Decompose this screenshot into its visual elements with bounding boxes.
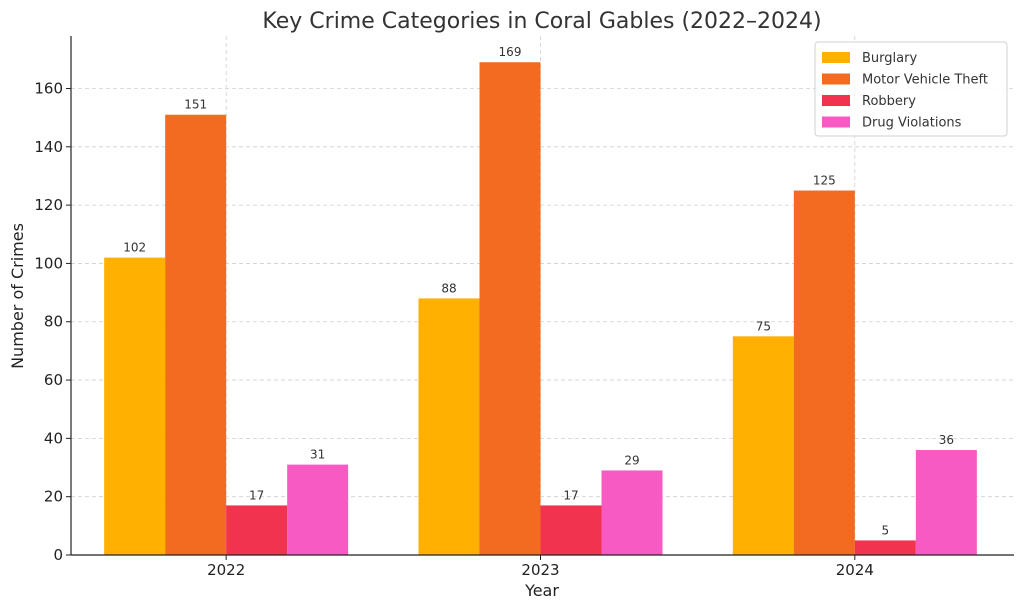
- x-tick-label: 2023: [521, 561, 559, 579]
- data-label-drug-violations-2023: 29: [624, 453, 639, 467]
- legend-label-robbery: Robbery: [862, 94, 916, 109]
- y-axis-title: Number of Crimes: [8, 223, 27, 369]
- data-label-robbery-2023: 17: [563, 488, 578, 502]
- data-label-robbery-2022: 17: [249, 488, 264, 502]
- data-label-motor-vehicle-theft-2023: 169: [499, 45, 522, 59]
- legend-label-drug-violations: Drug Violations: [862, 116, 962, 131]
- bar-drug-violations-2023: [601, 470, 663, 555]
- y-tick-label: 0: [53, 546, 63, 564]
- bar-robbery-2023: [540, 505, 602, 555]
- data-label-motor-vehicle-theft-2024: 125: [813, 174, 836, 188]
- legend-swatch-robbery: [822, 95, 850, 106]
- legend-swatch-burglary: [822, 52, 850, 63]
- chart-title: Key Crime Categories in Coral Gables (20…: [262, 9, 821, 34]
- legend-label-burglary: Burglary: [862, 51, 917, 66]
- data-label-robbery-2024: 5: [882, 523, 890, 537]
- legend-box: [814, 41, 1008, 137]
- bar-motor-vehicle-theft-2022: [165, 114, 227, 555]
- data-labels: 102 151 17 31 88 169 17 29 75 125 5 36: [123, 45, 954, 537]
- legend-label-motor-vehicle-theft: Motor Vehicle Theft: [862, 73, 988, 88]
- bar-motor-vehicle-theft-2024: [793, 190, 855, 556]
- data-label-burglary-2022: 102: [123, 241, 146, 255]
- bar-drug-violations-2024: [915, 450, 977, 555]
- bars: [104, 62, 977, 556]
- bar-burglary-2023: [418, 298, 480, 555]
- legend-swatch-drug-violations: [822, 116, 850, 128]
- data-label-burglary-2023: 88: [441, 281, 456, 295]
- legend: Burglary Motor Vehicle Theft Robbery Drug V…: [814, 41, 1008, 137]
- bar-drug-violations-2022: [287, 464, 349, 555]
- data-label-motor-vehicle-theft-2022: 151: [184, 98, 207, 112]
- bar-robbery-2022: [226, 505, 288, 555]
- data-label-drug-violations-2022: 31: [310, 448, 325, 462]
- x-tick-label: 2022: [207, 561, 245, 579]
- axes: [66, 36, 1014, 560]
- data-label-burglary-2024: 75: [756, 319, 771, 333]
- bar-motor-vehicle-theft-2023: [479, 62, 541, 555]
- y-tick-label: 20: [44, 488, 63, 506]
- x-tick-label: 2024: [836, 561, 874, 579]
- data-label-drug-violations-2024: 36: [939, 433, 954, 447]
- y-tick-label: 40: [44, 429, 63, 447]
- bar-burglary-2024: [732, 336, 794, 555]
- y-tick-label: 60: [44, 371, 63, 389]
- y-tick-label: 120: [34, 196, 63, 214]
- x-tick-labels: 2022 2023 2024: [207, 561, 874, 579]
- y-tick-label: 100: [34, 254, 63, 272]
- y-tick-labels: 0 20 40 60 80 100 120 140 160: [34, 79, 63, 564]
- bar-burglary-2022: [104, 257, 166, 555]
- x-axis-title: Year: [524, 581, 559, 600]
- y-tick-label: 80: [44, 313, 63, 331]
- bar-robbery-2024: [854, 540, 916, 555]
- y-tick-label: 140: [34, 138, 63, 156]
- legend-swatch-motor-vehicle-theft: [822, 73, 850, 85]
- y-tick-label: 160: [34, 79, 63, 97]
